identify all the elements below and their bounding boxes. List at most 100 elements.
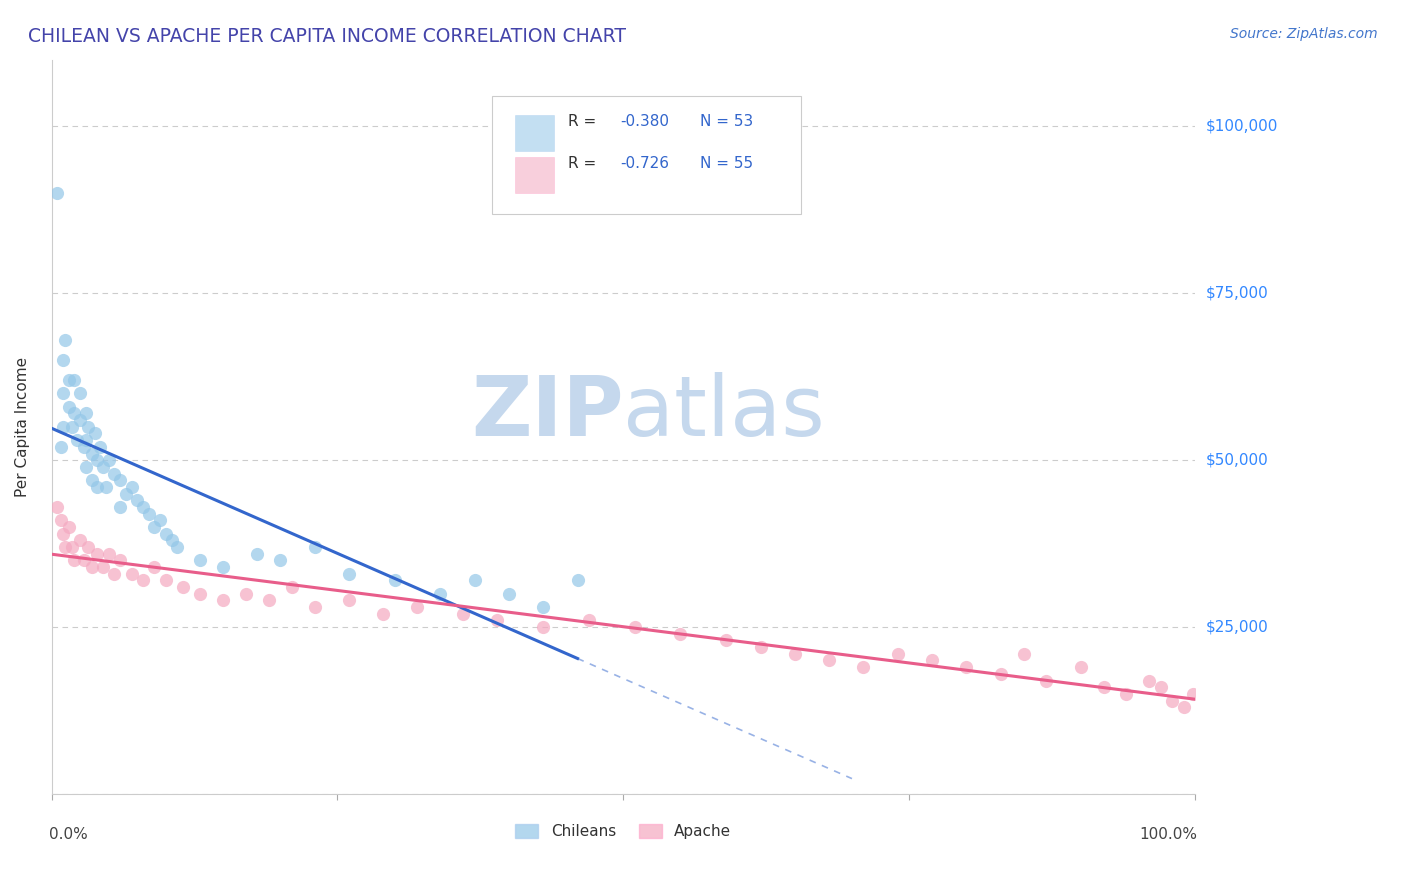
- Point: [58, 373, 80, 387]
- Point: [280, 580, 302, 594]
- Point: [84, 426, 107, 441]
- FancyBboxPatch shape: [515, 115, 554, 151]
- Text: $100,000: $100,000: [1206, 119, 1278, 134]
- Point: [138, 507, 160, 521]
- Point: [52, 353, 75, 368]
- Point: [1115, 687, 1137, 701]
- Point: [115, 486, 138, 500]
- Point: [269, 553, 291, 567]
- Point: [818, 653, 841, 667]
- Text: Source: ZipAtlas.com: Source: ZipAtlas.com: [1230, 27, 1378, 41]
- Point: [108, 473, 131, 487]
- Point: [69, 533, 91, 548]
- Point: [212, 593, 235, 607]
- Point: [60, 419, 83, 434]
- Point: [63, 553, 86, 567]
- Point: [429, 587, 451, 601]
- Point: [63, 407, 86, 421]
- Point: [669, 627, 692, 641]
- Point: [172, 580, 194, 594]
- Point: [72, 553, 94, 567]
- Text: R =: R =: [568, 114, 602, 128]
- Point: [1092, 680, 1115, 694]
- Point: [578, 614, 600, 628]
- Point: [384, 574, 406, 588]
- Point: [160, 533, 183, 548]
- Point: [1012, 647, 1035, 661]
- Legend: Chileans, Apache: Chileans, Apache: [509, 818, 737, 845]
- Point: [103, 467, 125, 481]
- Point: [155, 526, 177, 541]
- Point: [143, 520, 166, 534]
- Point: [52, 526, 75, 541]
- Text: -0.380: -0.380: [620, 114, 669, 128]
- Text: -0.726: -0.726: [620, 156, 669, 171]
- Point: [89, 440, 111, 454]
- Point: [91, 560, 114, 574]
- Text: 0.0%: 0.0%: [49, 827, 89, 842]
- Text: atlas: atlas: [623, 372, 825, 452]
- Point: [852, 660, 875, 674]
- Point: [75, 459, 97, 474]
- Point: [373, 607, 395, 621]
- Text: R =: R =: [568, 156, 602, 171]
- Point: [714, 633, 737, 648]
- Point: [406, 600, 429, 615]
- Point: [749, 640, 772, 654]
- Text: 100.0%: 100.0%: [1139, 827, 1198, 842]
- Point: [1173, 700, 1195, 714]
- Point: [53, 540, 76, 554]
- Point: [80, 560, 103, 574]
- Point: [86, 547, 108, 561]
- Point: [75, 433, 97, 447]
- Point: [1035, 673, 1057, 688]
- Point: [108, 553, 131, 567]
- Point: [246, 547, 269, 561]
- Point: [304, 600, 326, 615]
- Point: [337, 566, 360, 581]
- Point: [451, 607, 474, 621]
- Point: [49, 513, 72, 527]
- Point: [955, 660, 977, 674]
- Point: [127, 493, 149, 508]
- Point: [1137, 673, 1160, 688]
- Point: [69, 413, 91, 427]
- Point: [80, 446, 103, 460]
- Point: [58, 520, 80, 534]
- Point: [1181, 687, 1204, 701]
- Point: [155, 574, 177, 588]
- Point: [97, 453, 120, 467]
- Point: [143, 560, 166, 574]
- Point: [121, 480, 143, 494]
- Point: [623, 620, 645, 634]
- Point: [212, 560, 235, 574]
- Point: [103, 566, 125, 581]
- Text: N = 53: N = 53: [700, 114, 754, 128]
- Point: [531, 600, 554, 615]
- Point: [486, 614, 509, 628]
- Point: [921, 653, 943, 667]
- Point: [166, 540, 188, 554]
- Point: [80, 473, 103, 487]
- Point: [304, 540, 326, 554]
- Point: [77, 419, 100, 434]
- Point: [121, 566, 143, 581]
- Point: [783, 647, 806, 661]
- Point: [86, 453, 108, 467]
- Point: [97, 547, 120, 561]
- Text: $75,000: $75,000: [1206, 285, 1268, 301]
- Point: [46, 186, 69, 201]
- Point: [72, 440, 94, 454]
- Point: [69, 386, 91, 401]
- Point: [337, 593, 360, 607]
- Point: [464, 574, 486, 588]
- Point: [66, 433, 89, 447]
- Point: [149, 513, 172, 527]
- Point: [1150, 680, 1173, 694]
- Text: N = 55: N = 55: [700, 156, 754, 171]
- Point: [1161, 693, 1184, 707]
- Point: [46, 500, 69, 514]
- Text: $25,000: $25,000: [1206, 620, 1268, 634]
- Point: [188, 587, 211, 601]
- Point: [75, 407, 97, 421]
